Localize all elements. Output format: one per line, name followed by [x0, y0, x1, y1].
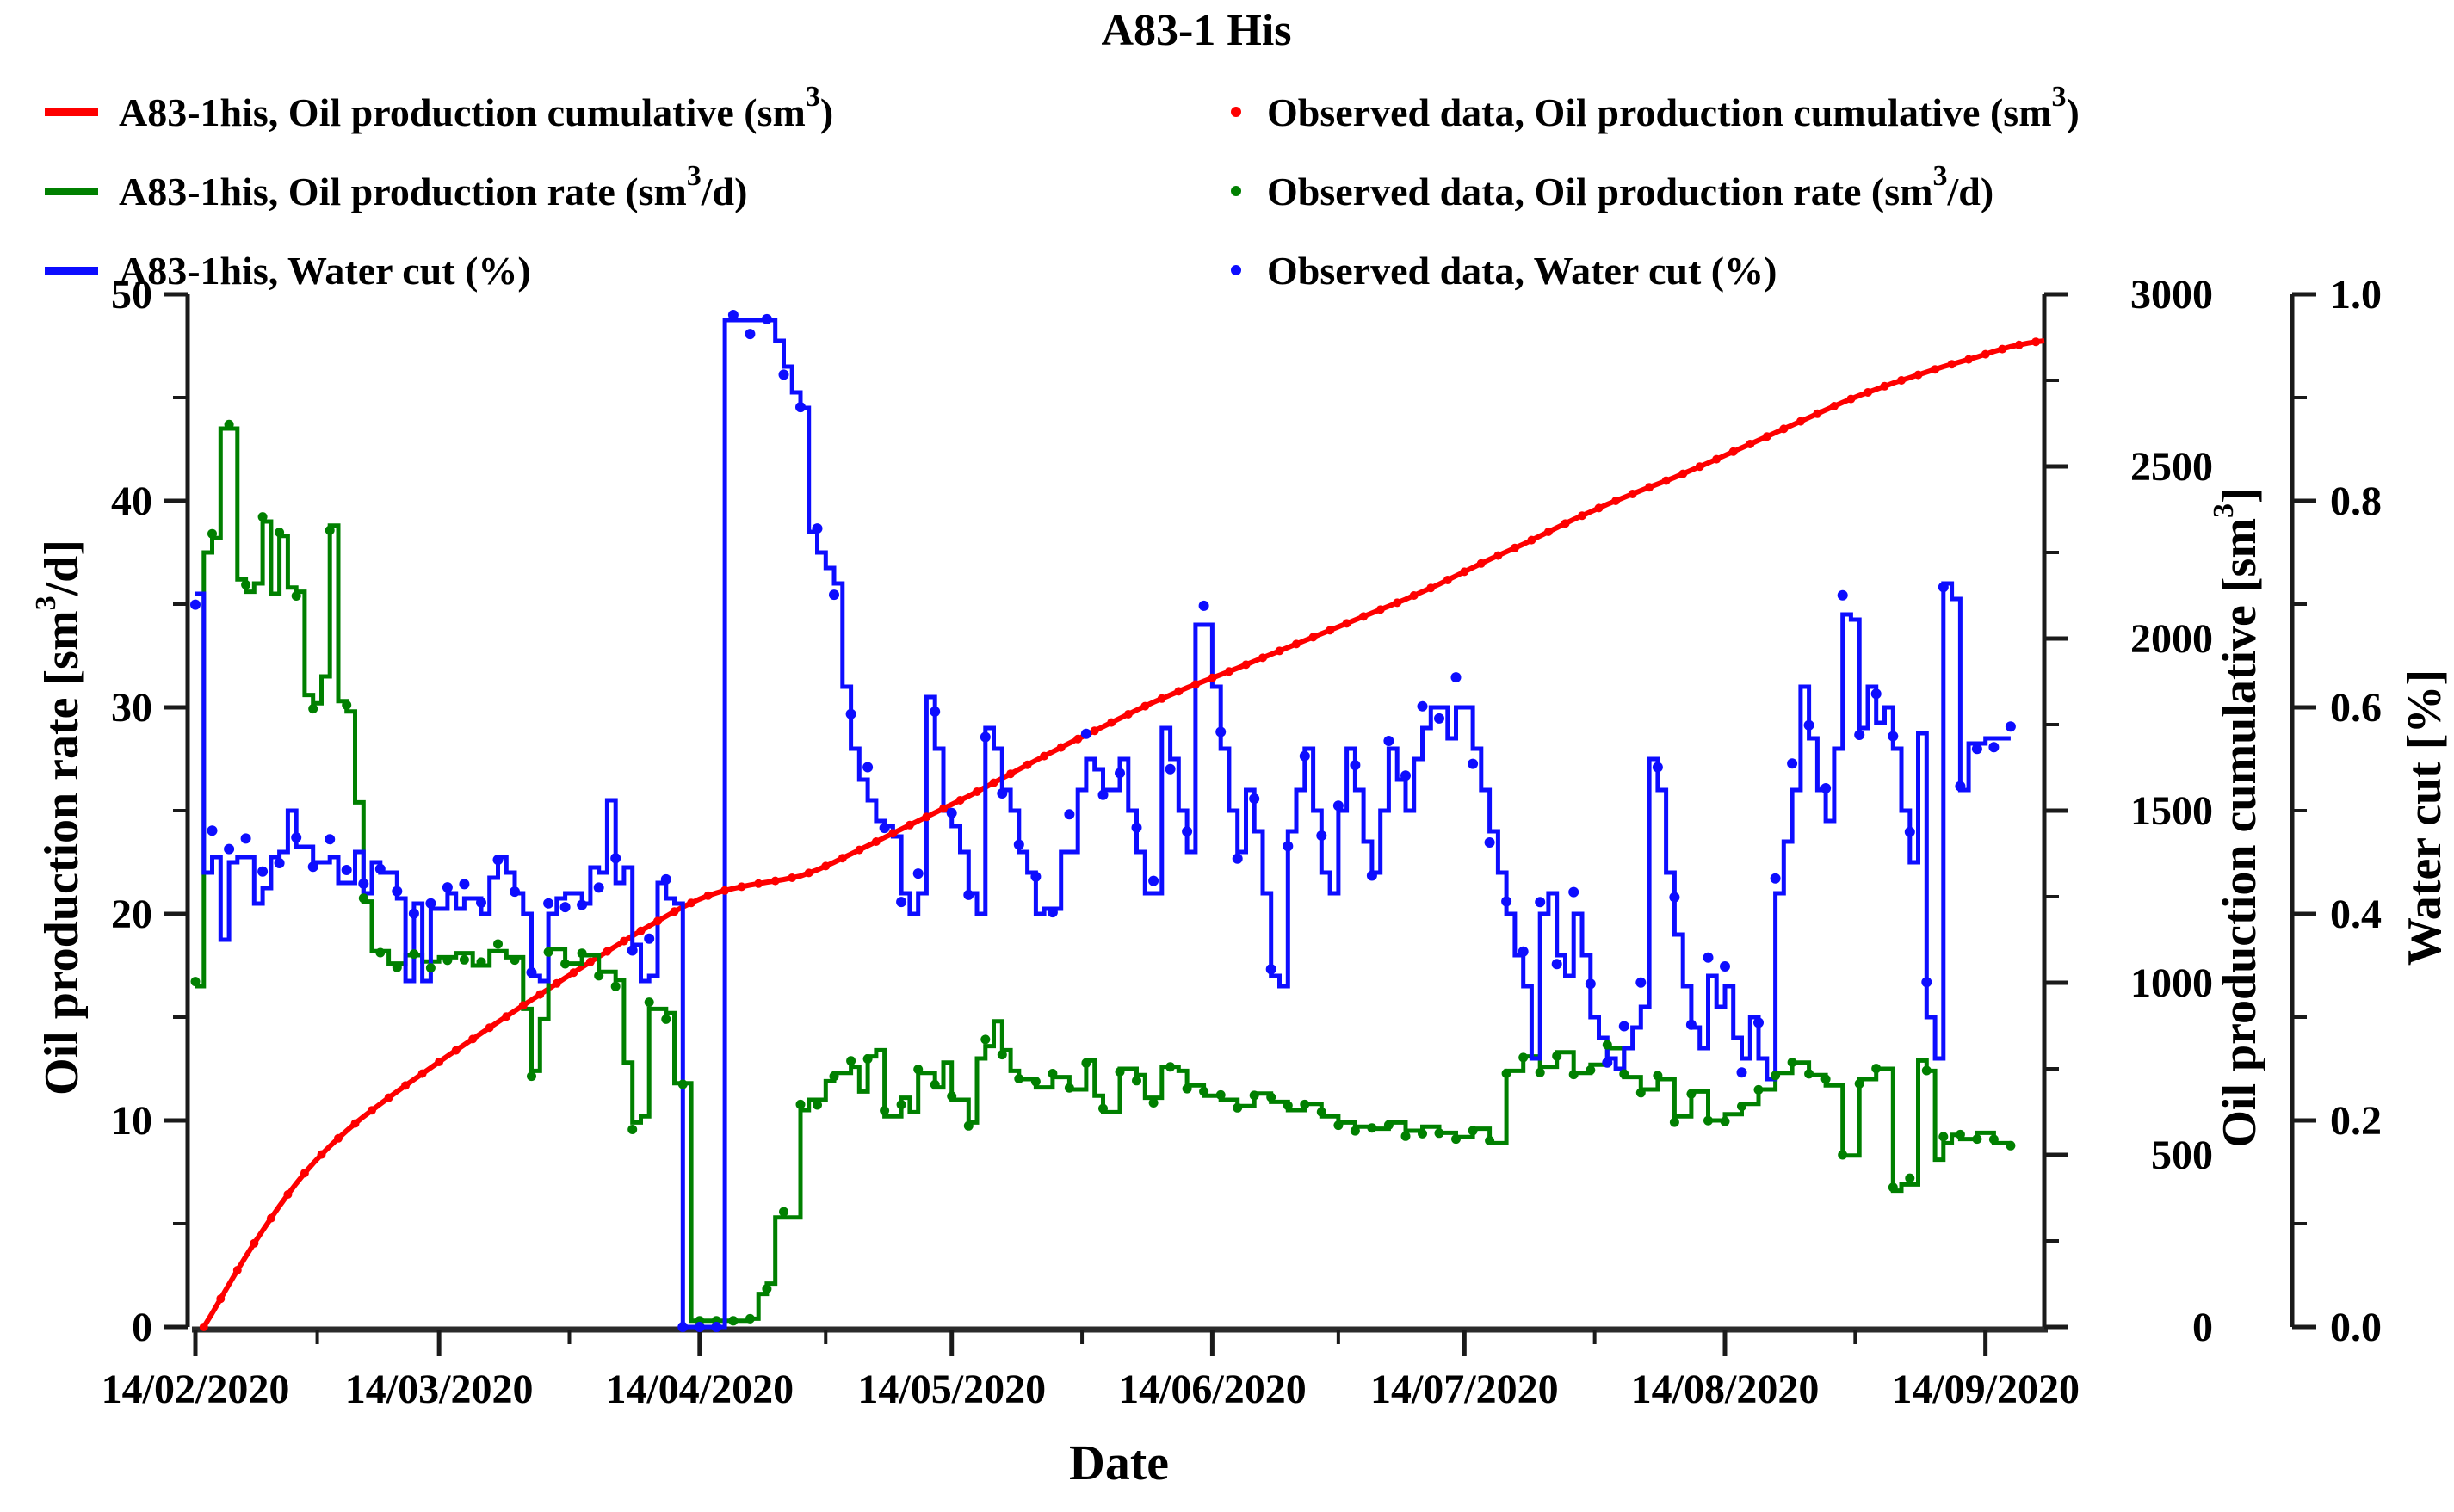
- legend-item-obs-watercut: Observed data, Water cut (%): [1224, 231, 2080, 310]
- rate-axis-label: Oil production rate [sm3/d]: [30, 540, 89, 1095]
- dot-swatch-obs-rate: [1231, 186, 1241, 196]
- legend-item-his-rate: A83-1his, Oil production rate (sm3/d): [45, 151, 833, 231]
- legend-item-obs-cumulative: Observed data, Oil production cumulative…: [1224, 72, 2080, 151]
- legend-item-obs-rate: Observed data, Oil production rate (sm3/…: [1224, 151, 2080, 231]
- legend-item-his-cumulative: A83-1his, Oil production cumulative (sm3…: [45, 72, 833, 151]
- oil-cumulative-line: [201, 338, 2045, 1329]
- svg-text:14/06/2020: 14/06/2020: [1118, 1367, 1307, 1412]
- svg-text:1000: 1000: [2130, 960, 2213, 1006]
- chart-title: A83-1 His: [1101, 6, 1292, 55]
- svg-text:10: 10: [111, 1098, 152, 1144]
- svg-text:0.6: 0.6: [2330, 685, 2382, 731]
- water-cut-observed-dots: [190, 310, 2016, 1332]
- superscript: 3: [2051, 81, 2067, 114]
- legend-left-column: A83-1his, Oil production cumulative (sm3…: [45, 72, 833, 310]
- svg-text:14/09/2020: 14/09/2020: [1891, 1367, 2080, 1412]
- svg-text:20: 20: [111, 892, 152, 937]
- svg-text:14/07/2020: 14/07/2020: [1370, 1367, 1559, 1412]
- svg-text:2000: 2000: [2130, 616, 2213, 662]
- legend-label-his-rate: A83-1his, Oil production rate (sm3/d): [119, 160, 748, 213]
- legend-label-obs-cumulative: Observed data, Oil production cumulative…: [1267, 81, 2080, 134]
- date-axis-label: Date: [1069, 1435, 1169, 1490]
- svg-text:0.8: 0.8: [2330, 478, 2382, 524]
- cumulative-axis-label: Oil production cumulative [sm3]: [2208, 487, 2266, 1148]
- svg-text:0: 0: [2192, 1305, 2213, 1350]
- oil-rate-line: [195, 426, 2013, 1324]
- water-cut-line: [195, 318, 2011, 1330]
- svg-text:0.4: 0.4: [2330, 892, 2382, 937]
- svg-text:0.2: 0.2: [2330, 1098, 2382, 1144]
- svg-text:14/08/2020: 14/08/2020: [1631, 1367, 1820, 1412]
- superscript: 3: [805, 81, 820, 114]
- superscript: 3: [686, 160, 702, 193]
- series: [190, 310, 2045, 1332]
- svg-text:14/04/2020: 14/04/2020: [605, 1367, 794, 1412]
- oil-cumulative-observed-dots: [199, 337, 2041, 1331]
- dot-swatch-obs-watercut: [1231, 265, 1241, 275]
- svg-text:1.0: 1.0: [2330, 272, 2382, 318]
- svg-text:50: 50: [111, 272, 152, 318]
- legend-label-his-watercut: A83-1his, Water cut (%): [119, 248, 531, 293]
- dot-swatch-obs-cumulative: [1231, 107, 1241, 117]
- legend-label-his-cumulative: A83-1his, Oil production cumulative (sm3…: [119, 81, 834, 134]
- superscript: 3: [2208, 503, 2241, 518]
- oil-rate-observed-dots: [190, 419, 2016, 1326]
- svg-text:0.0: 0.0: [2330, 1305, 2382, 1350]
- superscript: 3: [1932, 160, 1948, 193]
- legend-label-obs-rate: Observed data, Oil production rate (sm3/…: [1267, 160, 1994, 213]
- watercut-axis-label: Water cut [%]: [2398, 669, 2451, 966]
- svg-text:1500: 1500: [2130, 788, 2213, 834]
- svg-text:2500: 2500: [2130, 444, 2213, 490]
- legend-right-column: Observed data, Oil production cumulative…: [1224, 72, 2080, 310]
- svg-text:14/03/2020: 14/03/2020: [345, 1367, 534, 1412]
- legend-label-obs-watercut: Observed data, Water cut (%): [1267, 248, 1777, 293]
- superscript: 3: [30, 596, 63, 611]
- svg-text:30: 30: [111, 685, 152, 731]
- svg-text:14/02/2020: 14/02/2020: [102, 1367, 290, 1412]
- svg-text:3000: 3000: [2130, 272, 2213, 318]
- svg-text:40: 40: [111, 478, 152, 524]
- line-swatch-his-rate: [45, 187, 98, 195]
- svg-text:500: 500: [2151, 1132, 2213, 1178]
- svg-text:0: 0: [132, 1305, 152, 1350]
- svg-text:14/05/2020: 14/05/2020: [857, 1367, 1046, 1412]
- line-swatch-his-watercut: [45, 266, 98, 275]
- line-swatch-his-cumulative: [45, 108, 98, 116]
- legend-item-his-watercut: A83-1his, Water cut (%): [45, 231, 833, 310]
